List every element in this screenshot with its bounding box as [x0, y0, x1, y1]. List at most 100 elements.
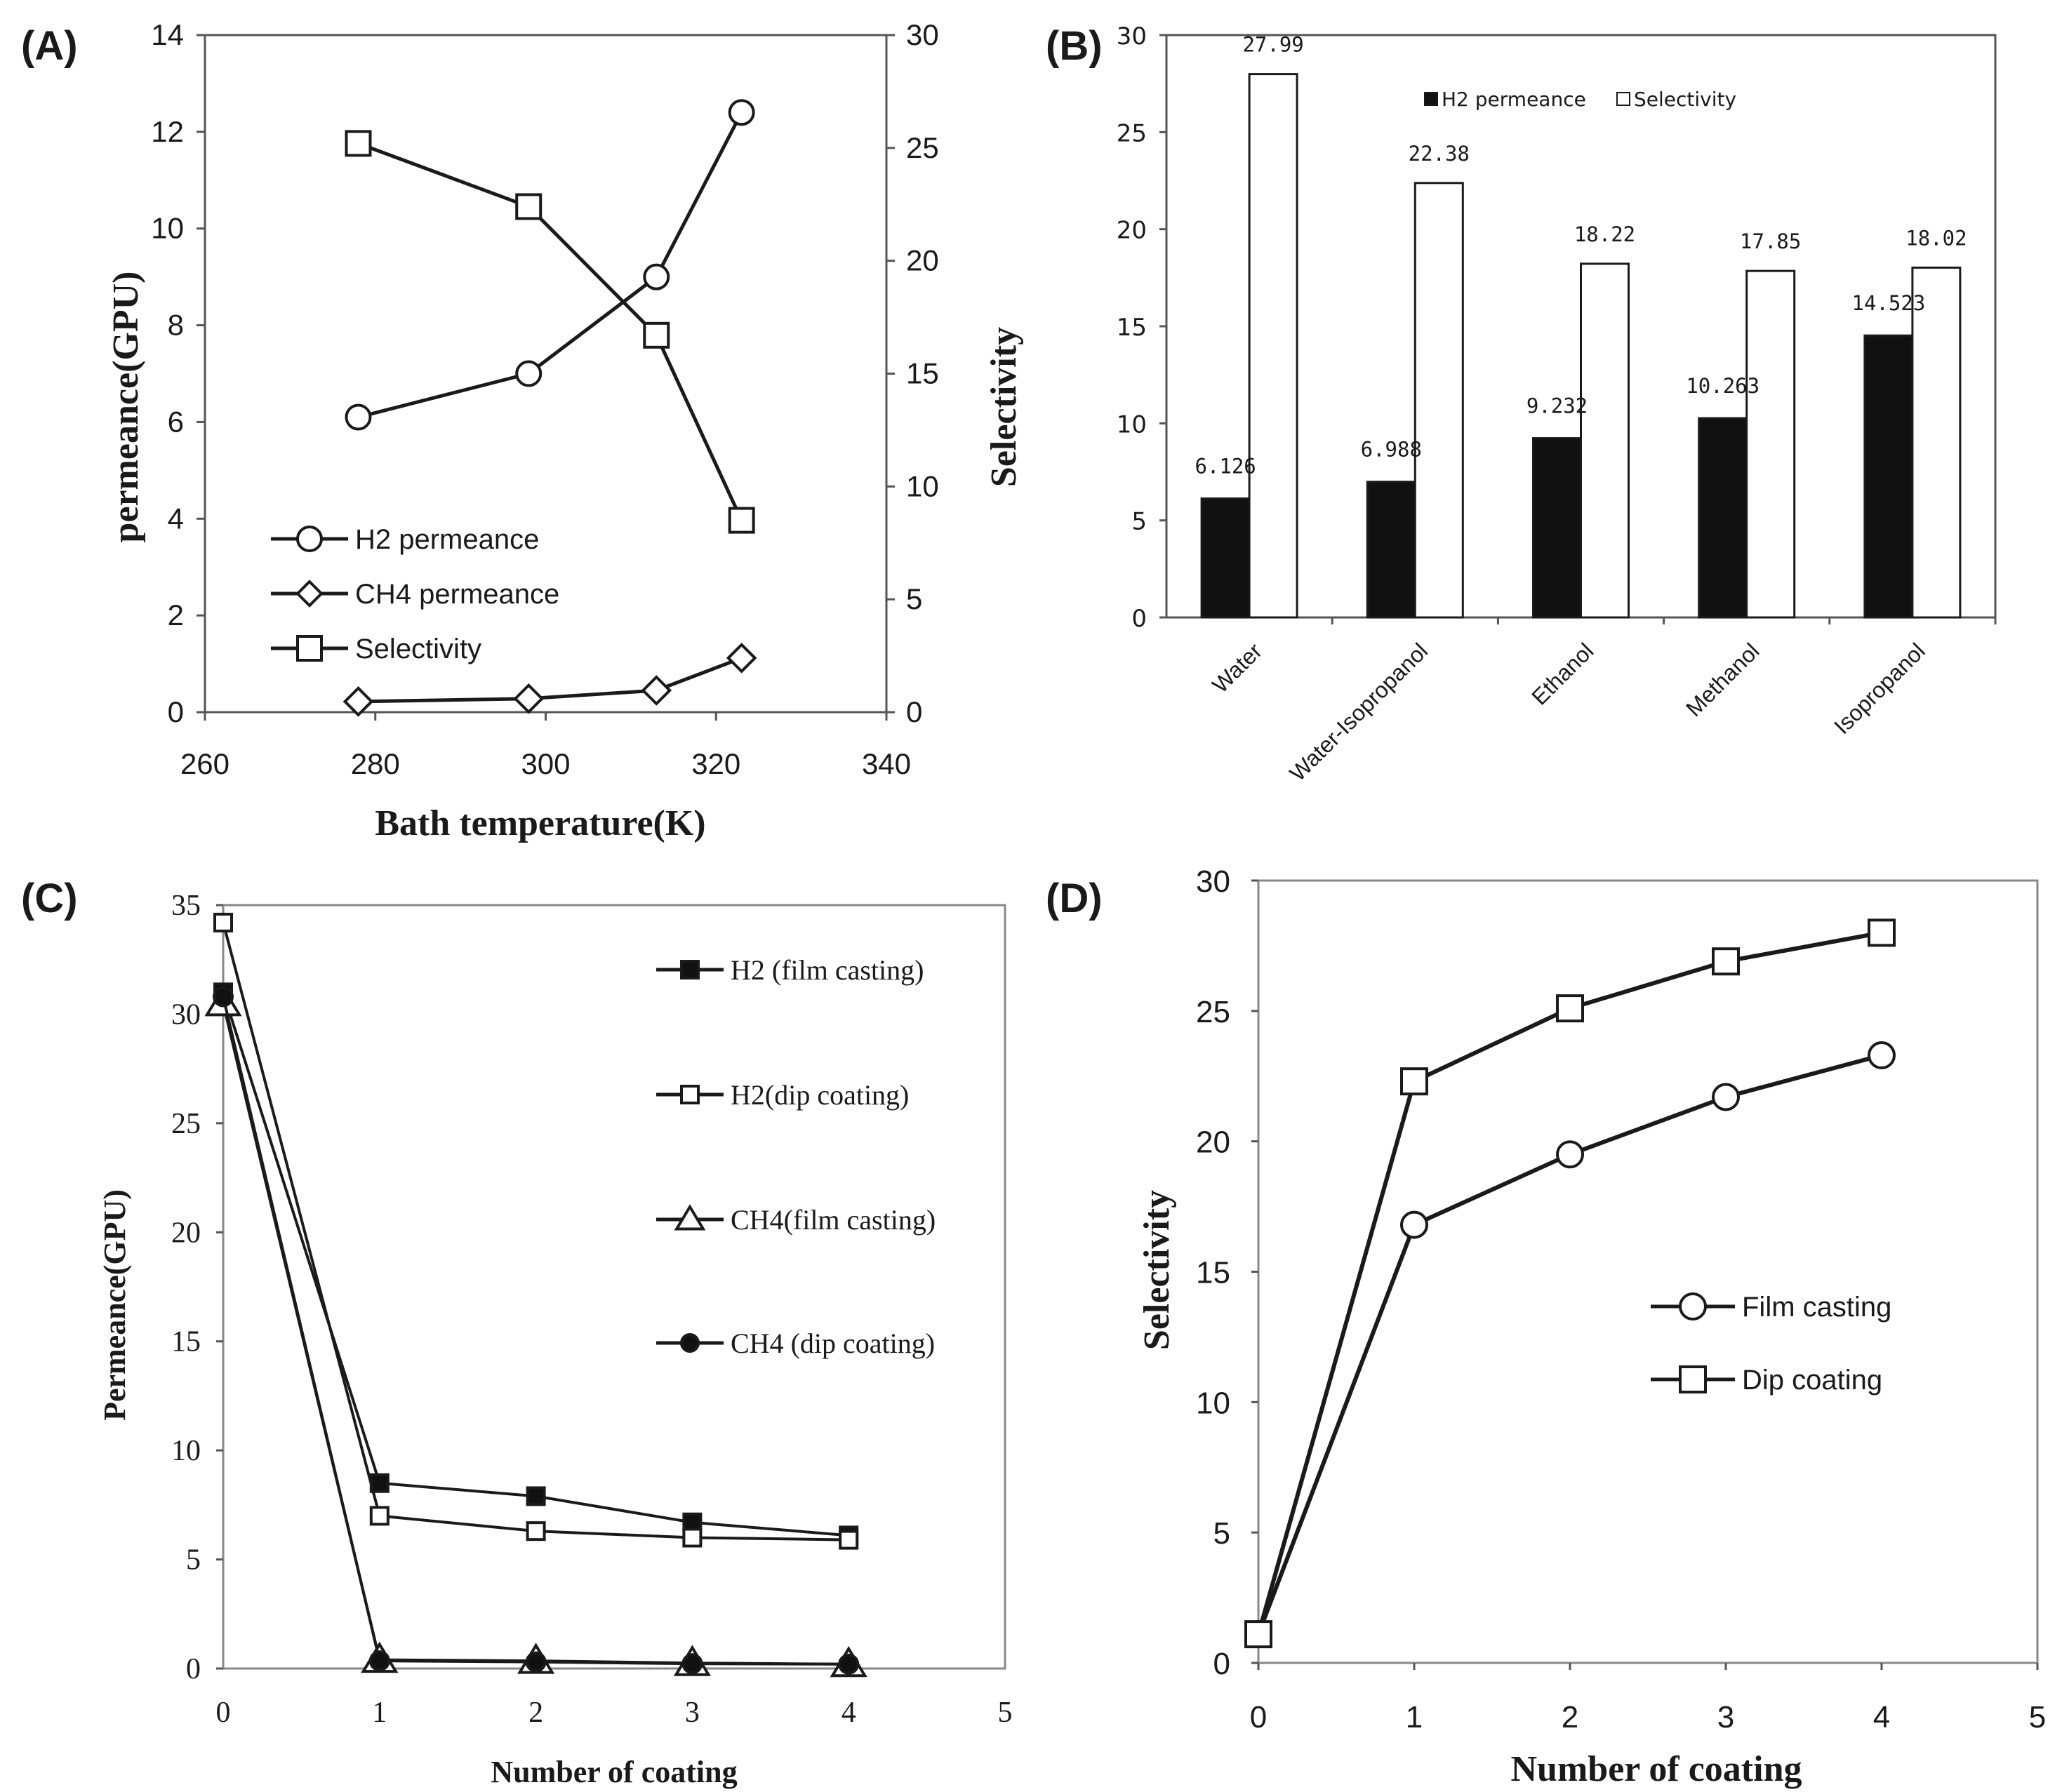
- panel-c-series-1-point: [369, 1506, 390, 1526]
- panel-a-legend-0-marker: [296, 526, 323, 552]
- panel-c-series-3-point: [213, 986, 234, 1008]
- panel-b-bar-selectivity-value: 18.22: [1574, 222, 1635, 246]
- panel-c-ytick-label: 15: [171, 1326, 201, 1358]
- panel-a-ytick-label: 4: [168, 502, 184, 535]
- panel-b-bar-h2-value: 14.523: [1852, 291, 1926, 315]
- panel-c-legend-0-label: H2 (film casting): [731, 954, 924, 986]
- panel-b-ytick-label: 5: [1131, 508, 1147, 536]
- panel-c-xtick-label: 3: [685, 1697, 700, 1729]
- panel-a-series-1-point: [726, 642, 757, 674]
- panel-b-bar-h2-value: 6.988: [1361, 438, 1422, 462]
- panel-c-ytick-label: 0: [186, 1653, 201, 1685]
- panel-d-xtick-label: 5: [2029, 1700, 2046, 1734]
- panel-c: (C) 0 5 10 15 20 25 30 35 0 1 2 3 4 5 Number of coating…: [21, 876, 1013, 1789]
- panel-d-legend-0-marker: [1679, 1292, 1707, 1320]
- panel-b-ytick-label: 10: [1117, 410, 1147, 439]
- panel-a-letter: (A): [21, 23, 78, 69]
- panel-b-category-label: Ethanol: [1526, 638, 1598, 709]
- panel-d-series-1-line: [1256, 930, 1882, 1635]
- panel-d-xtick-label: 2: [1562, 1700, 1578, 1734]
- panel-a-series-1-line: [358, 656, 743, 704]
- panel-c-series-1-point: [213, 912, 233, 932]
- panel-a-y2tick-label: 5: [906, 582, 922, 615]
- panel-a-series-1-point: [513, 683, 545, 714]
- panel-d-ytick-label: 30: [1196, 864, 1230, 899]
- panel-b-ytick-label: 15: [1117, 314, 1147, 342]
- panel-a-xlabel: Bath temperature(K): [375, 803, 705, 843]
- panel-c-legend-3-marker: [680, 1333, 700, 1353]
- panel-a-series-1-point: [641, 675, 672, 706]
- panel-b-bar-h2: [1366, 481, 1416, 619]
- panel-a-xtick-label: 260: [180, 747, 229, 780]
- panel-b-bar-selectivity-value: 18.02: [1905, 226, 1967, 250]
- panel-b-category-label: Water: [1207, 638, 1267, 697]
- panel-c-series-3-point: [525, 1651, 547, 1673]
- panel-a-series-1-point: [342, 686, 374, 717]
- panel-d-series-1-point: [1244, 1620, 1272, 1649]
- panel-b-bar-h2-value: 9.232: [1526, 394, 1588, 418]
- panel-d-legend-0-label: Film casting: [1742, 1292, 1891, 1323]
- panel-c-series-3-point: [681, 1653, 703, 1675]
- panel-c-series-1-point: [526, 1521, 546, 1542]
- panel-a-series-0-point: [643, 263, 670, 290]
- panel-b-bar-h2: [1532, 437, 1582, 619]
- panel-a: (A) 0 2 4 6 8 10 12 14 0 5 10 15 20 25 30 260 280 300 320 34…: [21, 18, 1024, 843]
- panel-d-letter: (D): [1046, 876, 1103, 921]
- panel-b-legend-selectivity-swatch: [1616, 92, 1630, 106]
- panel-a-ytick-label: 14: [151, 18, 184, 51]
- panel-d-ytick-label: 10: [1196, 1386, 1230, 1420]
- panel-d-ytick-label: 0: [1213, 1647, 1230, 1681]
- panel-c-ytick-label: 20: [171, 1217, 201, 1249]
- panel-a-y2label: Selectivity: [984, 327, 1024, 487]
- panel-a-series-0-line: [357, 112, 743, 419]
- panel-d-xtick-label: 3: [1717, 1700, 1734, 1734]
- panel-c-ytick-label: 25: [171, 1108, 201, 1140]
- panel-c-series-1-point: [682, 1527, 703, 1548]
- panel-d-series-1-point: [1868, 918, 1896, 947]
- panel-b-bar-selectivity: [1911, 266, 1962, 619]
- panel-b-category-label: Methanol: [1681, 638, 1764, 721]
- panel-a-ytick-label: 8: [168, 309, 184, 342]
- panel-a-series-2-line: [357, 142, 743, 521]
- panel-d-xtick-label: 1: [1406, 1700, 1423, 1734]
- panel-d-series-0-point: [1868, 1041, 1896, 1070]
- panel-d: (D) 0 5 10 15 20 25 30 0 1 2 3 4 5 Number of coating Se…: [1046, 864, 2046, 1789]
- panel-b-bar-selectivity-value: 22.38: [1409, 142, 1470, 166]
- panel-b-bar-selectivity: [1745, 269, 1796, 619]
- panel-d-ytick-label: 25: [1196, 995, 1230, 1029]
- panel-a-legend-2-label: Selectivity: [355, 634, 481, 664]
- panel-c-series-0-line: [222, 991, 849, 1537]
- panel-a-ytick-label: 12: [151, 115, 184, 148]
- panel-d-plot-frame: [1257, 879, 2039, 1664]
- panel-a-series-0-point: [515, 360, 543, 387]
- panel-b-ytick-label: 30: [1117, 22, 1147, 51]
- panel-b-letter: (B): [1046, 23, 1103, 69]
- panel-d-ytick-label: 5: [1213, 1516, 1230, 1551]
- panel-a-legend-0-label: H2 permeance: [355, 524, 539, 555]
- panel-d-series-0-point: [1712, 1083, 1740, 1111]
- panel-d-series-0-point: [1556, 1140, 1584, 1169]
- panel-b-category-label: Isopropanol: [1829, 638, 1930, 739]
- panel-c-series-3-point: [838, 1653, 860, 1675]
- panel-d-ylabel: Selectivity: [1137, 1190, 1177, 1350]
- panel-c-xtick-label: 0: [216, 1697, 231, 1729]
- panel-a-y2tick-label: 0: [906, 695, 922, 728]
- panel-b-category-label: Water-Isopropanol: [1284, 638, 1432, 786]
- panel-b-bar-selectivity: [1580, 262, 1630, 619]
- panel-a-ytick-label: 10: [151, 212, 184, 245]
- panel-a-legend-1-label: CH4 permeance: [355, 579, 559, 610]
- panel-c-ytick-label: 30: [171, 998, 201, 1031]
- panel-b-bar-selectivity: [1248, 73, 1298, 619]
- panel-a-series-0-point: [345, 403, 372, 431]
- panel-a-plot-frame: [204, 34, 888, 714]
- panel-a-series-0-point: [728, 99, 755, 126]
- panel-d-series-1-point: [1400, 1067, 1428, 1096]
- panel-b-bar-selectivity-value: 17.85: [1740, 229, 1801, 253]
- panel-d-series-1-point: [1556, 994, 1584, 1023]
- panel-a-legend-1-marker: [295, 580, 324, 608]
- panel-c-series-0-point: [526, 1486, 546, 1506]
- panel-d-xtick-label: 4: [1873, 1700, 1890, 1734]
- panel-a-ytick-label: 6: [168, 405, 184, 438]
- panel-d-legend-1-marker: [1679, 1365, 1707, 1393]
